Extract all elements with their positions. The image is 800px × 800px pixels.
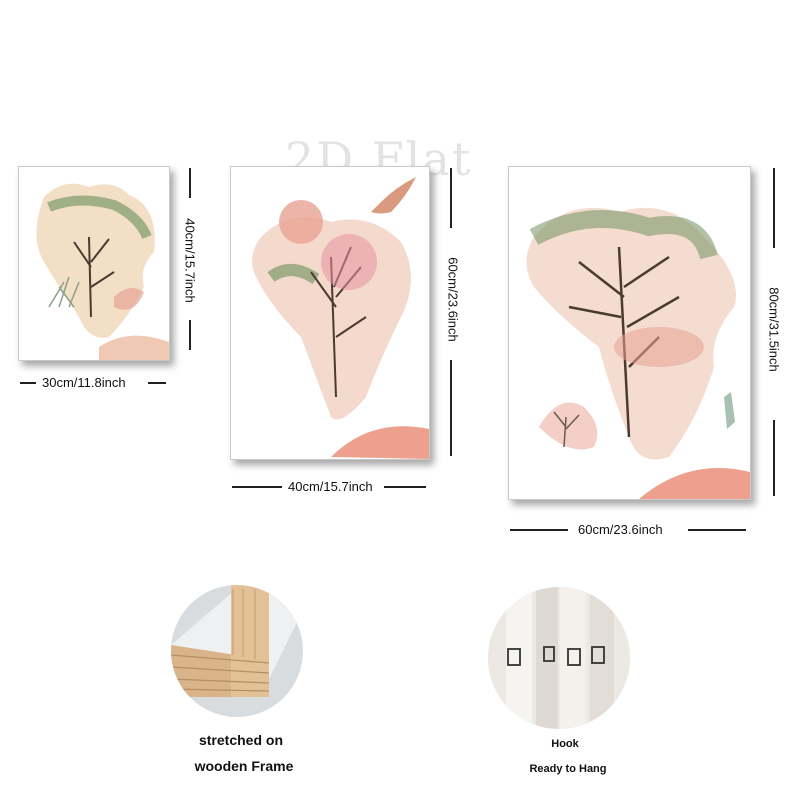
height-label-large: 80cm/31.5inch xyxy=(766,287,782,372)
width-line-large-right xyxy=(688,529,746,531)
height-line-small-top xyxy=(189,168,191,198)
feature-caption-frame-line1: stretched on xyxy=(198,732,283,748)
canvas-print-medium xyxy=(230,166,430,460)
feature-caption-hook-line2: Ready to Hang xyxy=(529,763,607,775)
height-label-small: 40cm/15.7inch xyxy=(182,218,198,303)
width-line-medium-left xyxy=(232,486,282,488)
africa-tree-artwork xyxy=(252,177,429,459)
height-line-medium-top xyxy=(450,168,452,228)
wooden-frame-closeup-image xyxy=(171,585,303,717)
width-label-large: 60cm/23.6inch xyxy=(578,522,663,537)
feature-caption-hook-line1: Hook xyxy=(551,738,579,750)
feature-caption-frame-line2: wooden Frame xyxy=(194,758,294,774)
height-line-large-bottom xyxy=(773,420,775,496)
width-line-small-right xyxy=(148,382,166,384)
height-line-medium-bottom xyxy=(450,360,452,456)
width-label-small: 30cm/11.8inch xyxy=(42,375,126,390)
height-label-medium: 60cm/23.6inch xyxy=(445,257,461,342)
canvas-print-large xyxy=(508,166,751,500)
height-line-small-bottom xyxy=(189,320,191,350)
width-line-large-left xyxy=(510,529,568,531)
africa-tree-artwork xyxy=(526,207,750,499)
width-label-medium: 40cm/15.7inch xyxy=(288,479,373,494)
hook-closeup-image xyxy=(488,587,630,729)
africa-tree-artwork xyxy=(36,183,169,360)
height-line-large-top xyxy=(773,168,775,248)
canvas-print-small xyxy=(18,166,170,361)
width-line-medium-right xyxy=(384,486,426,488)
width-line-small-left xyxy=(20,382,36,384)
